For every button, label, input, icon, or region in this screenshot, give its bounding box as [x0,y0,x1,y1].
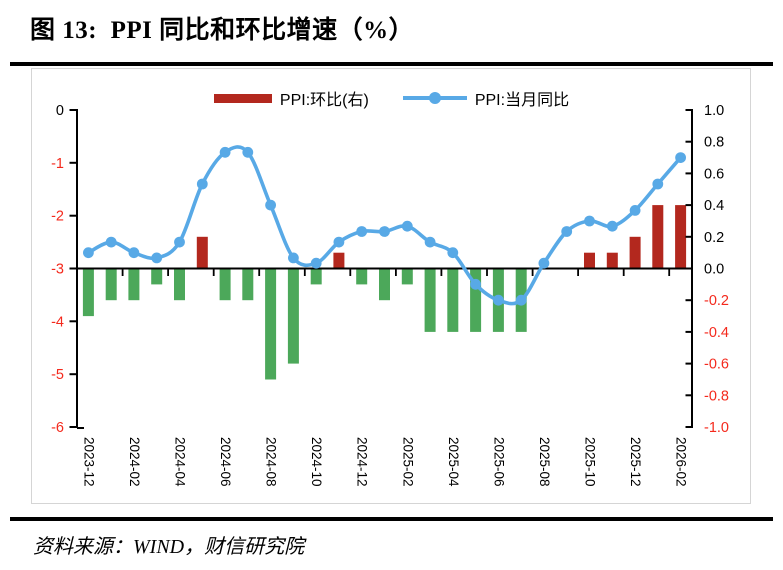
x-axis-label: 2026-02 [674,437,689,487]
bar-2024-08 [265,268,277,380]
bar-2024-05 [196,236,208,269]
left-axis-tick-label: -6 [51,420,64,436]
bar-2024-06 [219,268,231,301]
x-axis-label: 2024-10 [309,437,324,487]
bar-2025-10 [584,252,595,269]
bar-2023-12 [82,268,94,317]
bar-2026-01 [652,205,664,269]
line-marker-2024-10 [310,257,322,269]
x-axis-label: 2025-06 [491,437,506,487]
right-axis-tick-label: -0.8 [704,388,729,404]
line-marker-2025-08 [538,257,550,269]
bar-2026-02 [675,205,687,269]
line-marker-2024-12 [356,226,368,237]
line-marker-2024-03 [151,252,163,264]
x-axis-label: 2024-08 [264,437,279,487]
bar-2024-02 [128,268,140,301]
right-axis-tick-label: -1.0 [704,420,729,436]
x-axis-label: 2025-10 [583,437,598,487]
line-marker-2024-06 [219,146,231,158]
line-marker-icon [428,92,441,104]
line-marker-2026-02 [675,152,686,164]
line-marker-2023-12 [83,247,94,259]
line-marker-2025-02 [401,220,413,232]
line-marker-2025-12 [629,205,641,216]
line-marker-2024-02 [128,247,140,259]
left-axis-tick-label: -3 [51,262,64,278]
line-marker-2024-01 [105,236,117,248]
line-marker-2025-06 [493,294,504,306]
right-axis-tick-label: 0.6 [704,166,724,182]
x-axis-label: 2024-12 [355,437,370,487]
x-axis-label: 2024-06 [218,437,233,487]
right-axis-tick-label: 0.8 [704,135,724,151]
bar-2025-04 [447,268,459,332]
x-axis-label: 2025-04 [446,437,461,487]
legend-item-yoy: PPI:当月同比 [402,86,570,110]
line-marker-2024-08 [265,199,276,211]
line-marker-2024-11 [333,236,345,248]
line-marker-2024-04 [174,236,185,248]
left-axis-tick-label: -1 [51,156,64,172]
bar-2024-12 [356,268,368,285]
bar-2024-01 [105,268,117,301]
bar-2025-12 [629,236,641,269]
bar-series-swatch-icon [213,93,272,103]
line-marker-2025-05 [470,278,481,290]
line-marker-2025-09 [561,226,573,237]
line-marker-2024-09 [288,252,299,264]
left-axis-tick-label: 0 [56,103,64,119]
right-axis-tick-label: 1.0 [704,103,724,119]
source-note: 资料来源：WIND，财信研究院 [33,536,305,558]
x-axis-label: 2025-02 [400,437,415,487]
footer-rule [10,517,773,521]
chart-frame [31,68,751,504]
bar-2024-10 [310,268,322,285]
bar-2024-07 [242,268,254,301]
left-axis-tick-label: -2 [51,209,64,225]
chart-legend: PPI:环比(右) PPI:当月同比 [0,86,783,110]
line-marker-2026-01 [652,178,664,190]
bar-2024-04 [174,268,185,301]
x-axis-label: 2024-04 [173,437,188,487]
line-marker-2025-11 [606,220,618,232]
legend-item-mom: PPI:环比(右) [213,86,369,110]
bar-2025-02 [401,268,413,285]
legend-label-mom: PPI:环比(右) [279,92,369,109]
left-axis-tick-label: -4 [51,314,64,330]
line-marker-2024-05 [196,178,208,190]
x-axis-label: 2024-02 [127,437,142,487]
right-axis-tick-label: -0.2 [704,293,729,309]
title-rule [10,62,773,66]
bar-2024-11 [333,252,345,269]
right-axis-tick-label: 0.4 [704,198,724,214]
bar-2024-03 [151,268,163,285]
bar-2025-03 [424,268,436,332]
bar-2025-11 [606,252,618,269]
line-marker-2025-01 [379,226,390,237]
right-axis-tick-label: -0.4 [704,325,729,341]
x-axis-label: 2025-08 [537,437,552,487]
line-marker-2025-03 [424,236,436,248]
x-axis-label: 2025-12 [628,437,643,487]
left-axis-tick-label: -5 [51,367,64,383]
right-axis-tick-label: -0.6 [704,357,729,373]
figure-title: 图 13: PPI 同比和环比增速（%） [30,17,415,44]
line-marker-2024-07 [242,146,254,158]
x-axis-label: 2023-12 [81,437,96,487]
right-axis-tick-label: 0.2 [704,230,724,246]
right-axis-tick-label: 0.0 [704,262,724,278]
bar-2025-05 [470,268,482,332]
line-marker-2025-04 [447,247,459,259]
legend-label-yoy: PPI:当月同比 [474,92,570,109]
bar-2025-01 [379,268,390,301]
line-marker-2025-10 [584,215,595,227]
bar-2024-09 [287,268,299,364]
line-series-swatch-icon [402,92,467,104]
line-marker-2025-07 [515,294,527,306]
